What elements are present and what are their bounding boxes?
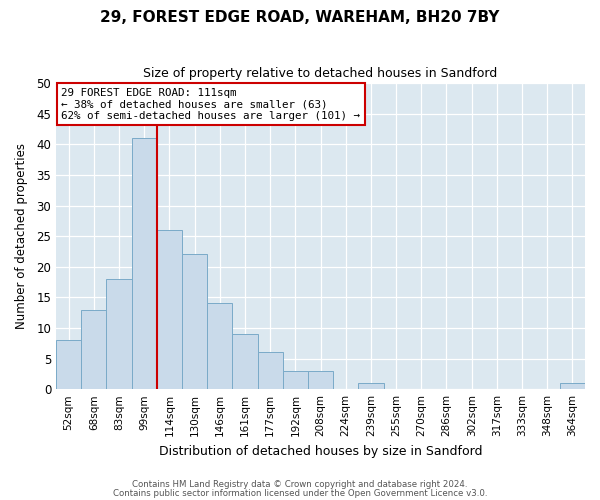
Bar: [207, 304, 232, 389]
Bar: [257, 352, 283, 389]
X-axis label: Distribution of detached houses by size in Sandford: Distribution of detached houses by size …: [159, 444, 482, 458]
Bar: [131, 138, 157, 389]
Text: 29 FOREST EDGE ROAD: 111sqm
← 38% of detached houses are smaller (63)
62% of sem: 29 FOREST EDGE ROAD: 111sqm ← 38% of det…: [61, 88, 361, 121]
Text: Contains public sector information licensed under the Open Government Licence v3: Contains public sector information licen…: [113, 488, 487, 498]
Bar: [358, 383, 383, 389]
Bar: [560, 383, 585, 389]
Y-axis label: Number of detached properties: Number of detached properties: [15, 143, 28, 329]
Bar: [157, 230, 182, 389]
Bar: [232, 334, 257, 389]
Bar: [106, 279, 131, 389]
Bar: [81, 310, 106, 389]
Bar: [56, 340, 81, 389]
Title: Size of property relative to detached houses in Sandford: Size of property relative to detached ho…: [143, 68, 497, 80]
Bar: [182, 254, 207, 389]
Bar: [283, 371, 308, 389]
Text: 29, FOREST EDGE ROAD, WAREHAM, BH20 7BY: 29, FOREST EDGE ROAD, WAREHAM, BH20 7BY: [100, 10, 500, 25]
Text: Contains HM Land Registry data © Crown copyright and database right 2024.: Contains HM Land Registry data © Crown c…: [132, 480, 468, 489]
Bar: [308, 371, 333, 389]
